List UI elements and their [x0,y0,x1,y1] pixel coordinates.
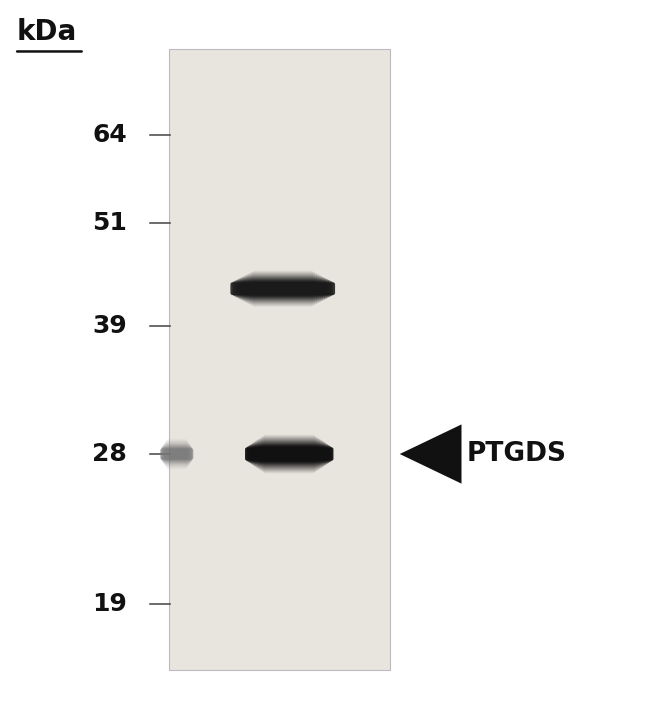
FancyBboxPatch shape [260,437,318,471]
FancyBboxPatch shape [230,282,335,295]
FancyBboxPatch shape [237,279,329,298]
FancyBboxPatch shape [161,448,194,460]
FancyBboxPatch shape [163,444,190,464]
Bar [169,49,390,670]
FancyBboxPatch shape [162,446,192,462]
Text: PTGDS: PTGDS [467,441,567,467]
Text: 39: 39 [92,314,127,338]
FancyBboxPatch shape [165,441,188,467]
FancyBboxPatch shape [254,441,325,467]
Text: 51: 51 [92,211,127,235]
FancyBboxPatch shape [242,276,323,301]
FancyBboxPatch shape [246,274,319,303]
Text: 28: 28 [92,442,127,466]
FancyBboxPatch shape [248,273,317,305]
FancyBboxPatch shape [264,435,315,473]
FancyBboxPatch shape [161,448,193,460]
FancyBboxPatch shape [235,280,331,297]
FancyBboxPatch shape [257,439,322,469]
FancyBboxPatch shape [250,444,328,464]
FancyBboxPatch shape [255,441,323,467]
FancyBboxPatch shape [253,271,313,307]
FancyBboxPatch shape [259,439,320,470]
Text: 19: 19 [92,591,127,615]
FancyBboxPatch shape [240,277,325,300]
FancyBboxPatch shape [252,443,327,465]
FancyBboxPatch shape [262,436,317,472]
FancyBboxPatch shape [239,278,327,299]
FancyBboxPatch shape [244,275,321,302]
FancyBboxPatch shape [161,447,192,462]
Text: kDa: kDa [16,18,77,46]
FancyBboxPatch shape [251,271,315,305]
Polygon shape [400,424,462,484]
FancyBboxPatch shape [245,448,333,461]
FancyBboxPatch shape [162,445,191,463]
FancyBboxPatch shape [247,446,332,462]
FancyBboxPatch shape [248,445,330,463]
FancyBboxPatch shape [166,441,188,467]
FancyBboxPatch shape [164,442,189,466]
FancyBboxPatch shape [233,281,333,296]
Text: 64: 64 [92,123,127,147]
FancyBboxPatch shape [164,443,190,465]
